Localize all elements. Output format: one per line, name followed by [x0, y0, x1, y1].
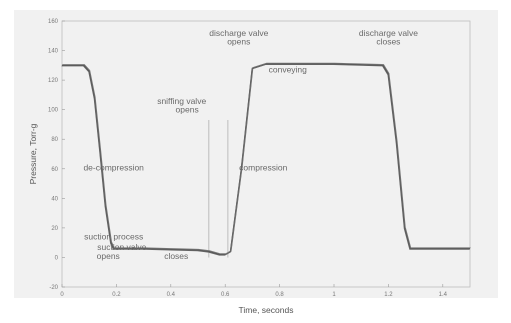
x-tick-label: 0.2 [112, 292, 121, 298]
chart-panel [14, 10, 498, 298]
chart-annotation: compression [239, 162, 287, 172]
chart-annotation: suction process [84, 232, 143, 242]
y-tick-label: -20 [49, 285, 58, 291]
chart-annotation: closes [376, 37, 400, 47]
chart-annotation: discharge valve [359, 28, 418, 38]
y-tick-label: 160 [48, 19, 59, 25]
x-tick-label: 1.2 [384, 292, 393, 298]
chart-annotation: opens [97, 251, 120, 261]
pressure-line [62, 63, 470, 256]
chart-annotation: opens [176, 105, 199, 115]
chart-annotation: de-compression [83, 162, 144, 172]
y-tick-label: 140 [48, 49, 59, 55]
chart-annotation: closes [164, 251, 188, 261]
chart-annotation: discharge valve [209, 28, 268, 38]
y-axis-title: Pressure, Torr-g [28, 123, 38, 184]
chart-annotation: sniffing valve [157, 96, 206, 106]
y-tick-label: 60 [51, 167, 58, 173]
x-tick-label: 1.4 [439, 292, 448, 298]
x-tick-label: 0.4 [167, 292, 176, 298]
y-tick-label: 80 [51, 137, 58, 143]
pressure-line [61, 64, 470, 256]
y-tick-label: 100 [48, 108, 59, 114]
y-tick-label: 40 [51, 196, 58, 202]
y-tick-label: 0 [55, 255, 59, 261]
x-tick-label: 0.6 [221, 292, 230, 298]
x-tick-label: 1 [332, 292, 336, 298]
x-tick-label: 0 [60, 292, 64, 298]
x-tick-label: 0.8 [275, 292, 284, 298]
y-tick-label: 120 [48, 78, 59, 84]
x-axis-title: Time, seconds [239, 305, 294, 315]
y-tick-label: 20 [51, 226, 58, 232]
pressure-line [62, 62, 471, 255]
plot-frame [61, 20, 471, 288]
chart-annotation: conveying [269, 65, 308, 75]
chart-annotation: opens [227, 37, 250, 47]
chart-annotation: suction valve [97, 242, 146, 252]
